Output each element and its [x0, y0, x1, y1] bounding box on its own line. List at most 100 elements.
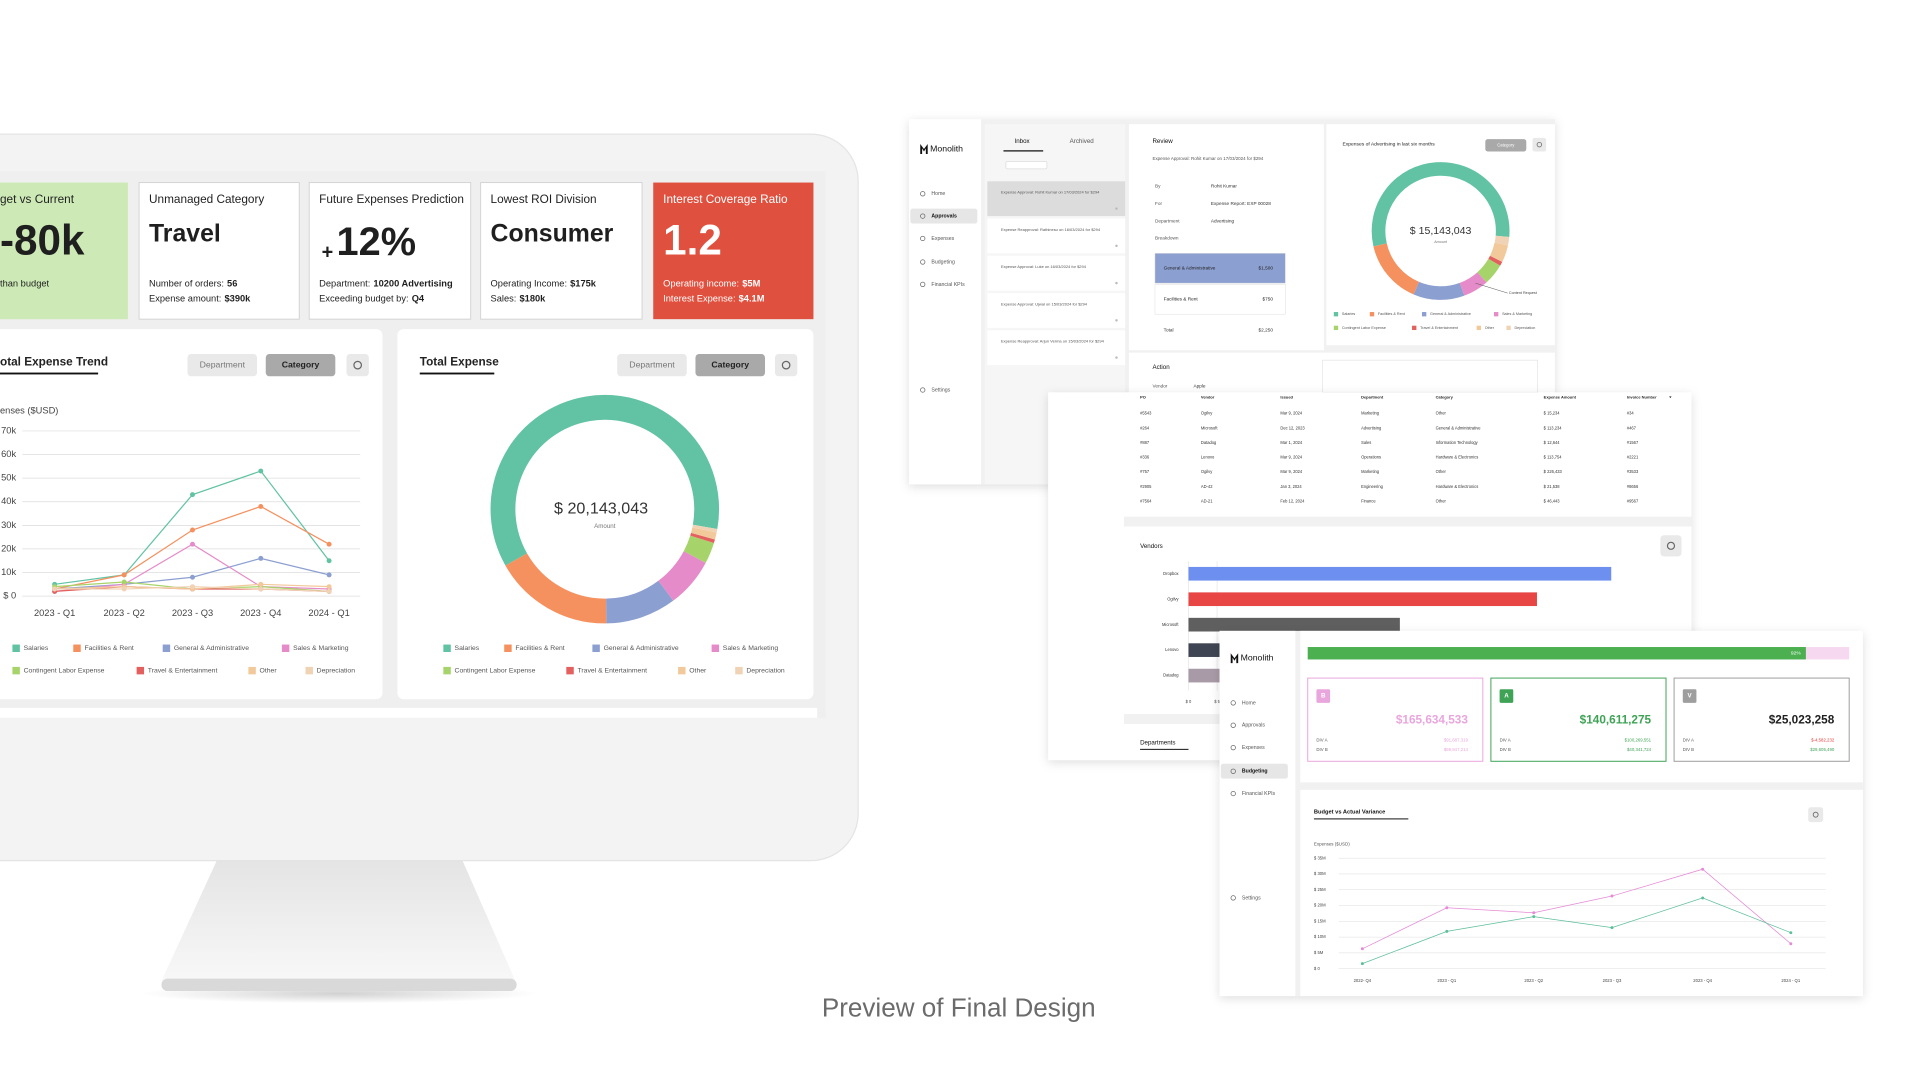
table-cell: #264	[1140, 425, 1150, 430]
nav-item[interactable]: Budgeting	[1242, 769, 1268, 775]
monitor-base	[161, 978, 517, 992]
y-tick-label: 50k	[1, 473, 16, 483]
x-tick-label: 2023 - Q4	[240, 608, 281, 618]
budget-value: $140,611,275	[1580, 713, 1652, 726]
legend-swatch	[1333, 325, 1339, 331]
status-dot	[1115, 319, 1118, 322]
y-tick-label: $ 15M	[1314, 918, 1326, 923]
kpi-line-label: Exceeding budget by:	[319, 294, 408, 304]
field-value: Apple	[1193, 383, 1205, 388]
panel-title: otal Expense Trend	[0, 356, 108, 369]
table-cell: Mar 1, 2024	[1280, 440, 1302, 445]
settings-button[interactable]	[1660, 535, 1682, 557]
toggle-button[interactable]	[265, 353, 336, 377]
nav-item[interactable]: Home	[1242, 700, 1256, 706]
table-cell: Lenovo	[1201, 455, 1215, 460]
breakdown-value: $1,500	[1259, 266, 1274, 271]
nav-icon	[1230, 722, 1236, 728]
legend-swatch	[566, 666, 574, 675]
nav-item[interactable]: Approvals	[1242, 723, 1266, 729]
data-point	[1532, 911, 1536, 915]
data-point	[258, 581, 264, 587]
data-point	[1789, 942, 1793, 946]
legend-swatch	[443, 666, 451, 675]
kpi-line-value: $5M	[742, 279, 760, 289]
inbox-item[interactable]	[987, 181, 1126, 217]
sort-dropdown[interactable]	[1005, 161, 1048, 170]
y-tick-label: $ 0	[1314, 966, 1321, 971]
settings-button[interactable]	[1808, 807, 1824, 823]
inbox-item[interactable]	[987, 218, 1126, 254]
legend-label: Contingent Labor Expense	[455, 667, 536, 674]
nav-item[interactable]: Settings	[931, 387, 950, 393]
nav-icon	[920, 191, 926, 197]
inbox-item-text: Expense Reapproval: Arjun Verma on 15/03…	[1001, 339, 1105, 344]
toggle-button[interactable]	[1485, 139, 1527, 152]
settings-button[interactable]	[774, 353, 798, 377]
nav-item[interactable]: Settings	[1242, 895, 1261, 901]
total-value: $2,250	[1259, 328, 1274, 333]
nav-item[interactable]: Expenses	[1242, 745, 1265, 751]
title-underline	[0, 372, 99, 375]
table-cell: #3533	[1627, 469, 1639, 474]
legend-swatch	[162, 644, 171, 652]
tab[interactable]: Archived	[1070, 138, 1095, 145]
kpi-line: Exceeding budget by: Q4	[319, 294, 425, 304]
inbox-item-text: Expense Approval: Luke on 16/03/2024 for…	[1001, 264, 1087, 269]
toggle-button[interactable]	[617, 353, 687, 377]
y-tick-label: 10k	[1, 567, 16, 577]
division-value: $100,269,551	[1625, 737, 1652, 742]
kpi-title: get vs Current	[0, 193, 75, 206]
table-cell: Other	[1436, 499, 1447, 504]
inbox-item[interactable]	[987, 255, 1126, 291]
budget-card	[1490, 677, 1667, 762]
field-label: Department	[1155, 218, 1180, 223]
table-cell: #757	[1140, 469, 1150, 474]
division-label: DIV B	[1316, 747, 1327, 752]
nav-item[interactable]: Home	[931, 191, 945, 197]
toggle-label: Category	[282, 359, 320, 369]
nav-item[interactable]: Approvals	[931, 213, 957, 219]
data-point	[121, 579, 127, 585]
x-tick-label: 2024 - Q1	[1781, 978, 1800, 983]
legend-swatch	[1369, 312, 1375, 317]
settings-icon	[1812, 811, 1819, 818]
table-cell: Hardware & Electronics	[1436, 455, 1479, 460]
kpi-line-value: 56	[227, 279, 237, 289]
kpi-value: Travel	[149, 220, 221, 247]
table-cell: #887	[1140, 440, 1150, 445]
nav-item[interactable]: Expenses	[931, 236, 954, 242]
inbox-item[interactable]	[987, 293, 1126, 328]
legend-label: General & Administrative	[604, 645, 679, 652]
bar	[1188, 617, 1400, 632]
table-cell: #2905	[1140, 484, 1152, 489]
series-line	[1362, 897, 1791, 964]
y-tick-label: $ 35M	[1314, 855, 1326, 860]
toggle-button[interactable]	[187, 353, 258, 377]
legend-label: Salaries	[24, 645, 49, 652]
axis-title: enses ($USD)	[0, 406, 58, 416]
nav-item[interactable]: Budgeting	[931, 259, 955, 265]
tab[interactable]: Inbox	[1015, 138, 1031, 145]
budget-value: $25,023,258	[1769, 713, 1835, 726]
legend-swatch	[735, 666, 743, 675]
settings-button[interactable]	[1532, 137, 1547, 152]
inbox-item[interactable]	[987, 330, 1126, 366]
table-cell: Mar 9, 2024	[1280, 469, 1302, 474]
nav-item[interactable]: Financial KPIs	[1242, 791, 1276, 797]
table-cell: #34	[1627, 411, 1635, 416]
toggle-button[interactable]	[695, 353, 766, 377]
nav-item[interactable]: Financial KPIs	[931, 282, 965, 288]
toggle-label: Category	[711, 359, 749, 369]
breakdown-value: $750	[1262, 297, 1273, 302]
kpi-card	[0, 182, 128, 320]
table-cell: Feb 12, 2024	[1280, 499, 1305, 504]
x-tick-label: 2023 - Q3	[1603, 978, 1622, 983]
settings-button[interactable]	[346, 353, 369, 377]
kpi-line: Department: 10200 Advertising	[319, 279, 453, 289]
data-point	[52, 586, 58, 592]
donut-segment	[1477, 258, 1501, 283]
table-header: Department	[1361, 394, 1384, 399]
inbox-item-text: Expense Reapproval: Rathinesu on 16/03/2…	[1001, 227, 1101, 232]
